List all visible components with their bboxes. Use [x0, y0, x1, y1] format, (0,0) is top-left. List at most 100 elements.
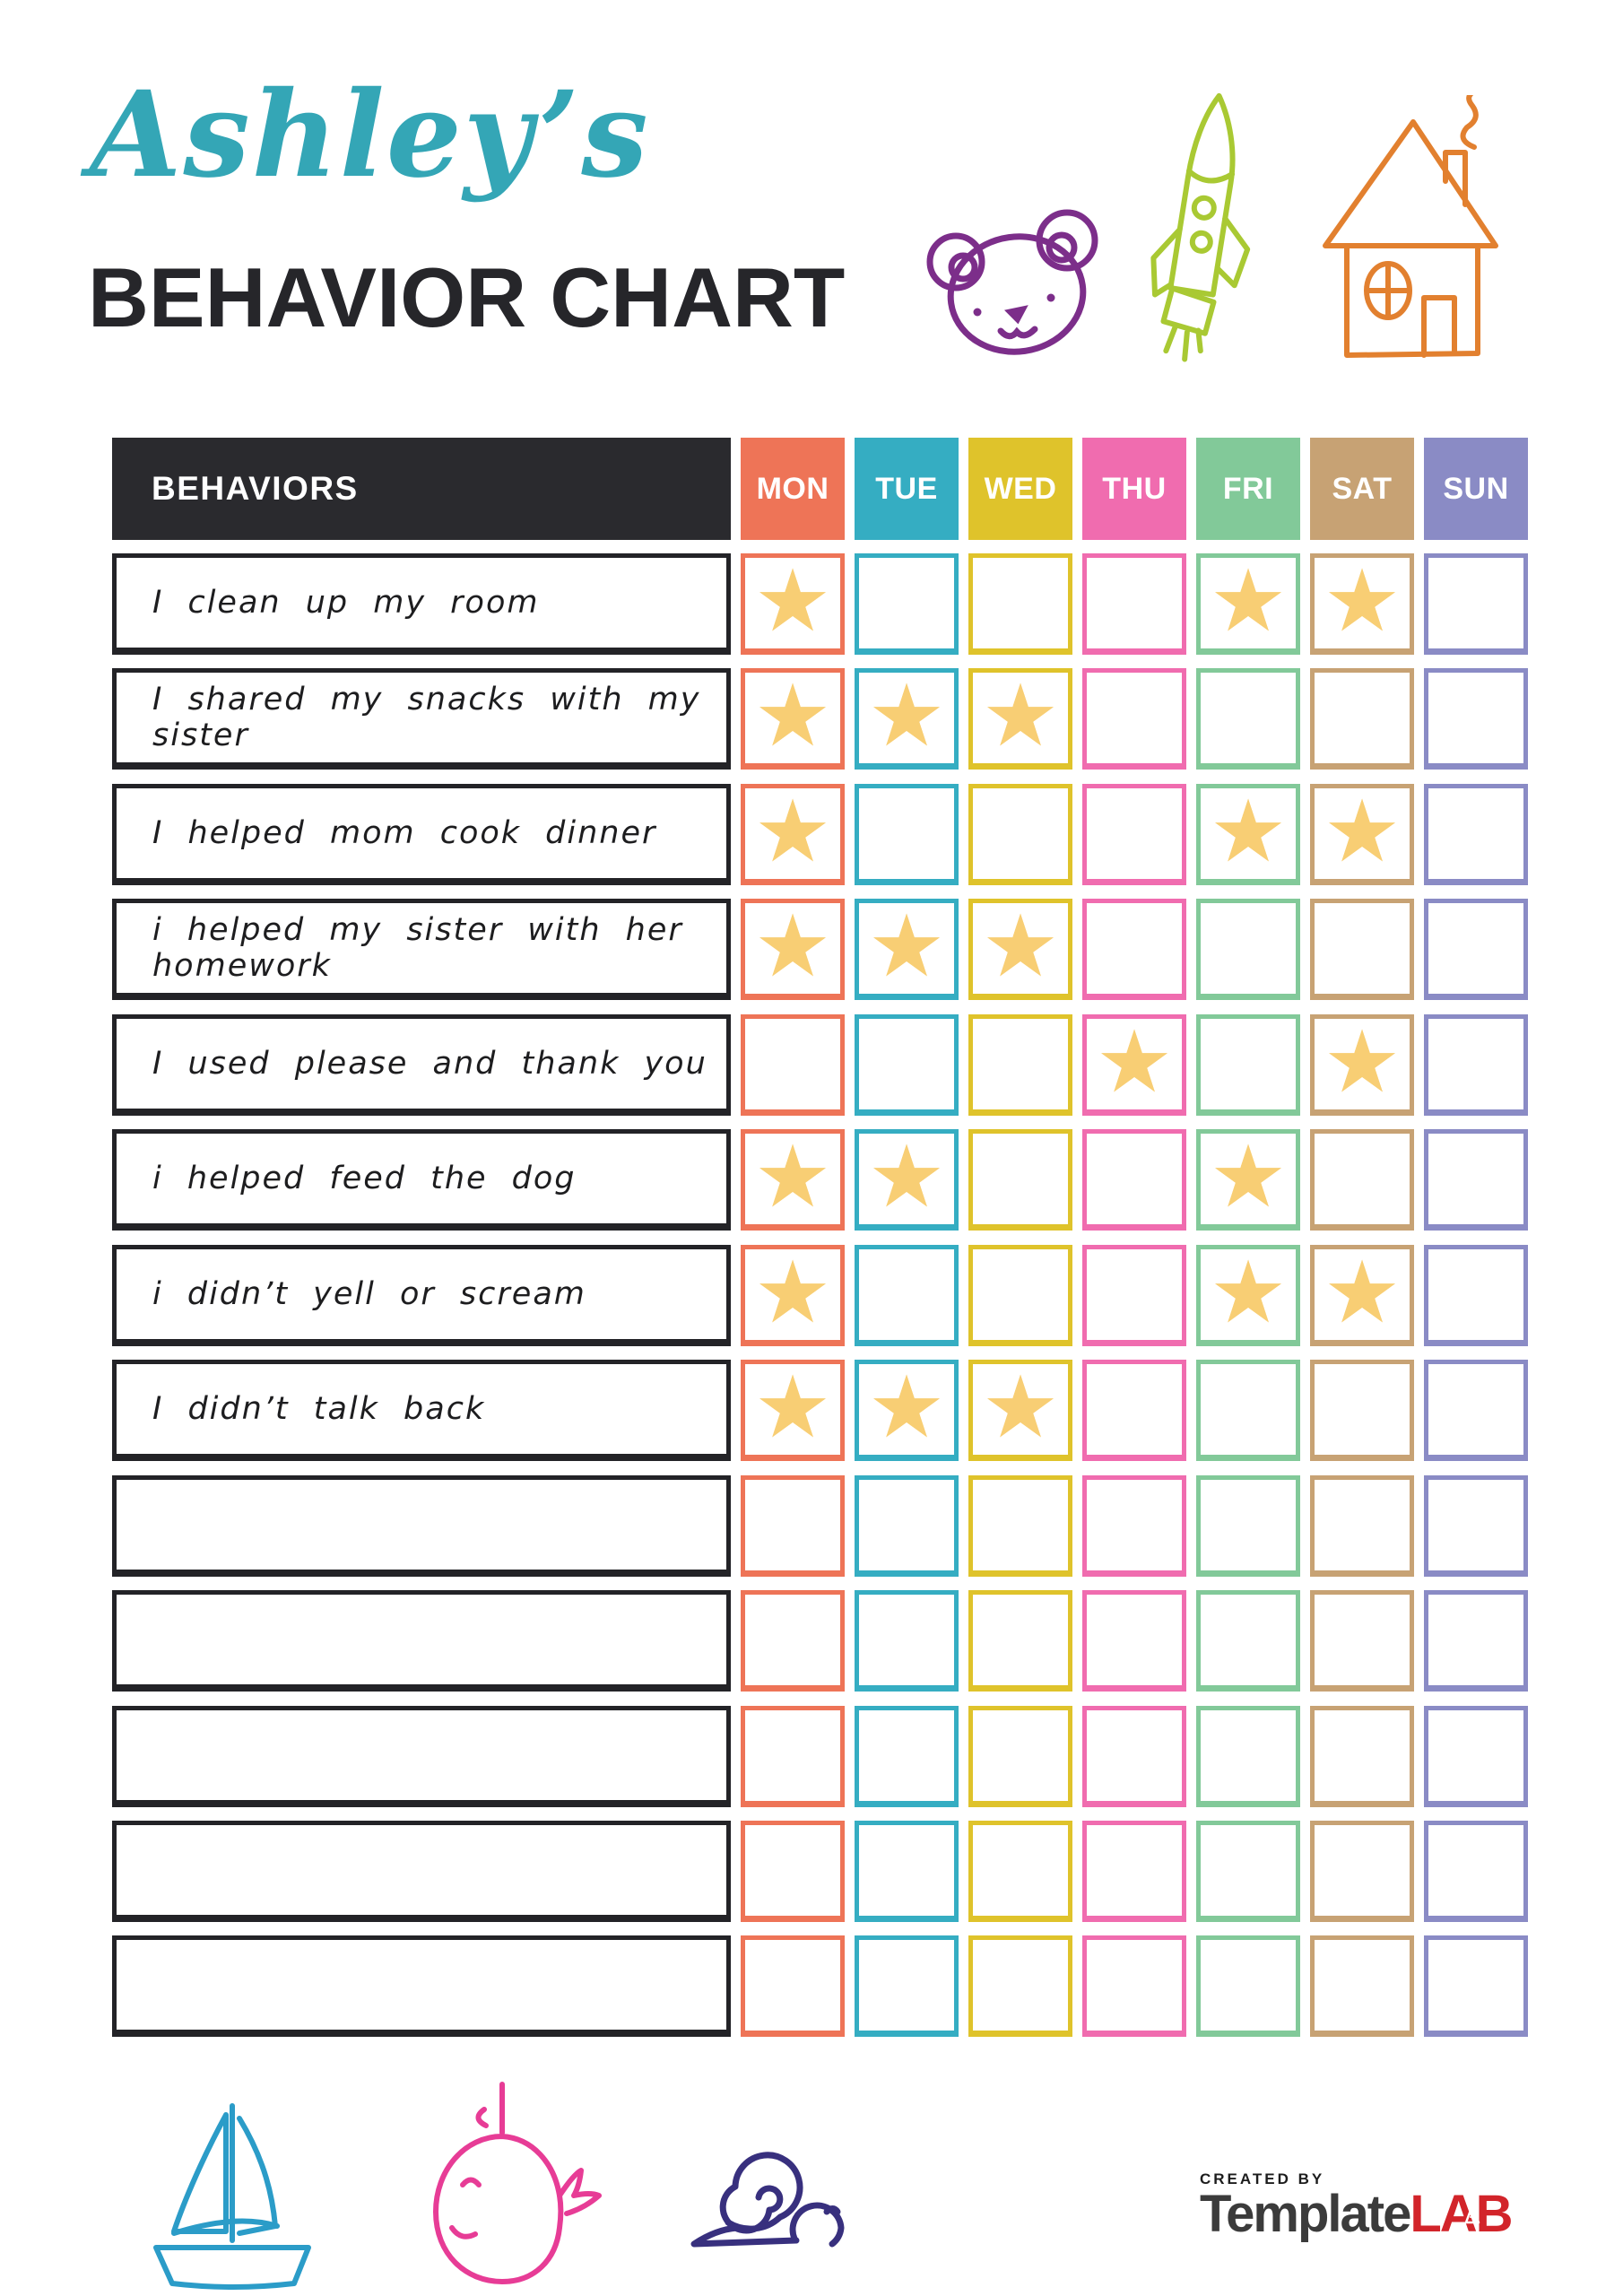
star-icon: ★ — [1209, 1241, 1288, 1343]
chart-cell-fri[interactable]: ★ — [1196, 784, 1300, 885]
star-icon: ★ — [981, 1356, 1060, 1457]
chart-cell-sun[interactable] — [1424, 1706, 1528, 1807]
chart-cell-mon[interactable] — [741, 1475, 845, 1577]
chart-cell-sat[interactable] — [1310, 899, 1414, 1000]
chart-cell-wed[interactable] — [968, 1245, 1072, 1346]
chart-cell-tue[interactable]: ★ — [855, 899, 959, 1000]
chart-cell-fri[interactable] — [1196, 1360, 1300, 1461]
chart-cell-wed[interactable] — [968, 1821, 1072, 1922]
chart-cell-sat[interactable] — [1310, 1475, 1414, 1577]
chart-cell-wed[interactable] — [968, 1129, 1072, 1231]
chart-cell-fri[interactable]: ★ — [1196, 1245, 1300, 1346]
chart-cell-sun[interactable] — [1424, 1360, 1528, 1461]
chart-cell-sun[interactable] — [1424, 899, 1528, 1000]
chart-cell-sun[interactable] — [1424, 668, 1528, 770]
table-row: I helped mom cook dinner ★ ★ ★ — [112, 784, 1528, 885]
chart-cell-tue[interactable]: ★ — [855, 1129, 959, 1231]
chart-cell-sat[interactable] — [1310, 1821, 1414, 1922]
chart-cell-sun[interactable] — [1424, 1475, 1528, 1577]
chart-cell-fri[interactable] — [1196, 668, 1300, 770]
chart-cell-sun[interactable] — [1424, 1935, 1528, 2037]
chart-cell-tue[interactable]: ★ — [855, 1360, 959, 1461]
chart-cell-thu[interactable] — [1082, 1245, 1186, 1346]
chart-cell-tue[interactable]: ★ — [855, 668, 959, 770]
chart-cell-sat[interactable] — [1310, 1129, 1414, 1231]
chart-cell-wed[interactable] — [968, 1014, 1072, 1116]
chart-cell-mon[interactable] — [741, 1014, 845, 1116]
chart-cell-tue[interactable] — [855, 1245, 959, 1346]
chart-cell-tue[interactable] — [855, 1821, 959, 1922]
chart-cell-wed[interactable] — [968, 1706, 1072, 1807]
chart-cell-thu[interactable] — [1082, 1129, 1186, 1231]
chart-cell-thu[interactable] — [1082, 1475, 1186, 1577]
chart-cell-mon[interactable]: ★ — [741, 1129, 845, 1231]
chart-cell-fri[interactable] — [1196, 1014, 1300, 1116]
chart-cell-thu[interactable]: ★ — [1082, 1014, 1186, 1116]
chart-cell-wed[interactable]: ★ — [968, 668, 1072, 770]
credit-block: CREATED BY TemplateLAB — [1200, 2170, 1514, 2240]
chart-cell-sat[interactable]: ★ — [1310, 1014, 1414, 1116]
chart-cell-tue[interactable] — [855, 1935, 959, 2037]
chart-cell-tue[interactable] — [855, 553, 959, 655]
chart-cell-mon[interactable]: ★ — [741, 1360, 845, 1461]
chart-cell-mon[interactable]: ★ — [741, 668, 845, 770]
chart-cell-tue[interactable] — [855, 1475, 959, 1577]
chart-cell-mon[interactable] — [741, 1821, 845, 1922]
chart-cell-thu[interactable] — [1082, 553, 1186, 655]
chart-cell-thu[interactable] — [1082, 784, 1186, 885]
chart-cell-mon[interactable]: ★ — [741, 1245, 845, 1346]
chart-cell-thu[interactable] — [1082, 1360, 1186, 1461]
chart-cell-wed[interactable]: ★ — [968, 1360, 1072, 1461]
chart-cell-sat[interactable] — [1310, 1590, 1414, 1692]
chart-cell-mon[interactable]: ★ — [741, 784, 845, 885]
chart-cell-sun[interactable] — [1424, 1129, 1528, 1231]
chart-cell-mon[interactable]: ★ — [741, 553, 845, 655]
day-header-wed: WED — [968, 438, 1072, 540]
chart-cell-thu[interactable] — [1082, 1821, 1186, 1922]
chart-cell-sun[interactable] — [1424, 1245, 1528, 1346]
star-icon: ★ — [1323, 1241, 1402, 1343]
chart-cell-sat[interactable] — [1310, 1706, 1414, 1807]
chart-cell-sun[interactable] — [1424, 1014, 1528, 1116]
chart-cell-sat[interactable] — [1310, 668, 1414, 770]
chart-cell-thu[interactable] — [1082, 668, 1186, 770]
chart-cell-fri[interactable] — [1196, 1590, 1300, 1692]
chart-cell-thu[interactable] — [1082, 1590, 1186, 1692]
chart-cell-sat[interactable] — [1310, 1935, 1414, 2037]
chart-cell-fri[interactable]: ★ — [1196, 1129, 1300, 1231]
chart-cell-sun[interactable] — [1424, 1590, 1528, 1692]
chart-cell-sat[interactable]: ★ — [1310, 1245, 1414, 1346]
chart-cell-fri[interactable] — [1196, 1475, 1300, 1577]
page-title: BEHAVIOR CHART — [88, 250, 846, 344]
chart-cell-fri[interactable] — [1196, 1935, 1300, 2037]
chart-cell-tue[interactable] — [855, 1014, 959, 1116]
chart-cell-sun[interactable] — [1424, 553, 1528, 655]
chart-cell-wed[interactable] — [968, 1475, 1072, 1577]
table-row — [112, 1475, 1528, 1577]
chart-cell-sat[interactable]: ★ — [1310, 784, 1414, 885]
chart-cell-mon[interactable] — [741, 1706, 845, 1807]
chart-cell-tue[interactable] — [855, 784, 959, 885]
chart-cell-fri[interactable] — [1196, 1821, 1300, 1922]
chart-cell-thu[interactable] — [1082, 899, 1186, 1000]
chart-cell-thu[interactable] — [1082, 1706, 1186, 1807]
chart-cell-fri[interactable] — [1196, 1706, 1300, 1807]
chart-cell-wed[interactable] — [968, 784, 1072, 885]
chart-cell-wed[interactable]: ★ — [968, 899, 1072, 1000]
chart-cell-fri[interactable] — [1196, 899, 1300, 1000]
chart-cell-wed[interactable] — [968, 1935, 1072, 2037]
chart-cell-mon[interactable]: ★ — [741, 899, 845, 1000]
chart-cell-thu[interactable] — [1082, 1935, 1186, 2037]
chart-cell-sun[interactable] — [1424, 1821, 1528, 1922]
chart-cell-wed[interactable] — [968, 553, 1072, 655]
chart-cell-sun[interactable] — [1424, 784, 1528, 885]
chart-cell-sat[interactable] — [1310, 1360, 1414, 1461]
chart-cell-tue[interactable] — [855, 1706, 959, 1807]
chart-cell-fri[interactable]: ★ — [1196, 553, 1300, 655]
chart-cell-tue[interactable] — [855, 1590, 959, 1692]
chart-cell-wed[interactable] — [968, 1590, 1072, 1692]
chart-cell-mon[interactable] — [741, 1935, 845, 2037]
chart-cell-sat[interactable]: ★ — [1310, 553, 1414, 655]
chart-cell-mon[interactable] — [741, 1590, 845, 1692]
